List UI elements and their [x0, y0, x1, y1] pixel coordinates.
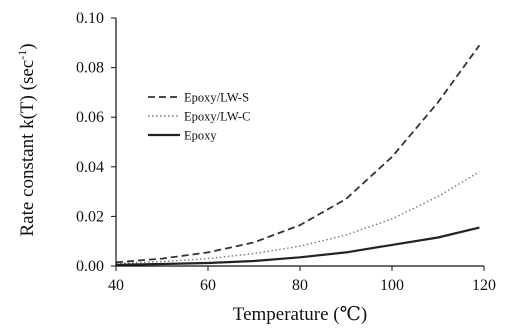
legend: Epoxy/LW-S Epoxy/LW-C Epoxy [148, 91, 250, 143]
x-tick-label: 60 [200, 277, 216, 294]
x-tick-label: 80 [292, 277, 308, 294]
y-axis-title-close: ) [17, 43, 38, 49]
series-line-epoxy-lw-c [115, 171, 480, 265]
axes: 0.00 0.02 0.04 0.06 0.08 0.10 40 60 80 100 120 [76, 10, 496, 294]
y-tick-label: 0.00 [76, 258, 104, 275]
y-axis-title-main: Rate constant k(T) (sec [17, 60, 38, 237]
legend-label: Epoxy/LW-S [184, 91, 249, 105]
y-tick-label: 0.04 [76, 159, 104, 176]
y-tick-label: 0.08 [76, 60, 104, 77]
series-line-epoxy [115, 226, 480, 266]
y-axis-title: Rate constant k(T) (sec-1) [15, 43, 38, 236]
x-axis-title: Temperature (℃) [233, 304, 367, 325]
legend-label: Epoxy/LW-C [184, 110, 250, 124]
x-tick-label: 120 [472, 277, 496, 294]
legend-label: Epoxy [184, 129, 217, 143]
x-tick-label: 100 [380, 277, 404, 294]
y-tick-label: 0.02 [76, 208, 104, 225]
y-tick-label: 0.06 [76, 109, 104, 126]
x-tick-label: 40 [108, 277, 124, 294]
y-tick-label: 0.10 [76, 10, 104, 27]
series-line-epoxy-lw-s [115, 44, 481, 264]
y-axis-title-superscript: -1 [15, 50, 29, 60]
plot-area [115, 44, 481, 266]
